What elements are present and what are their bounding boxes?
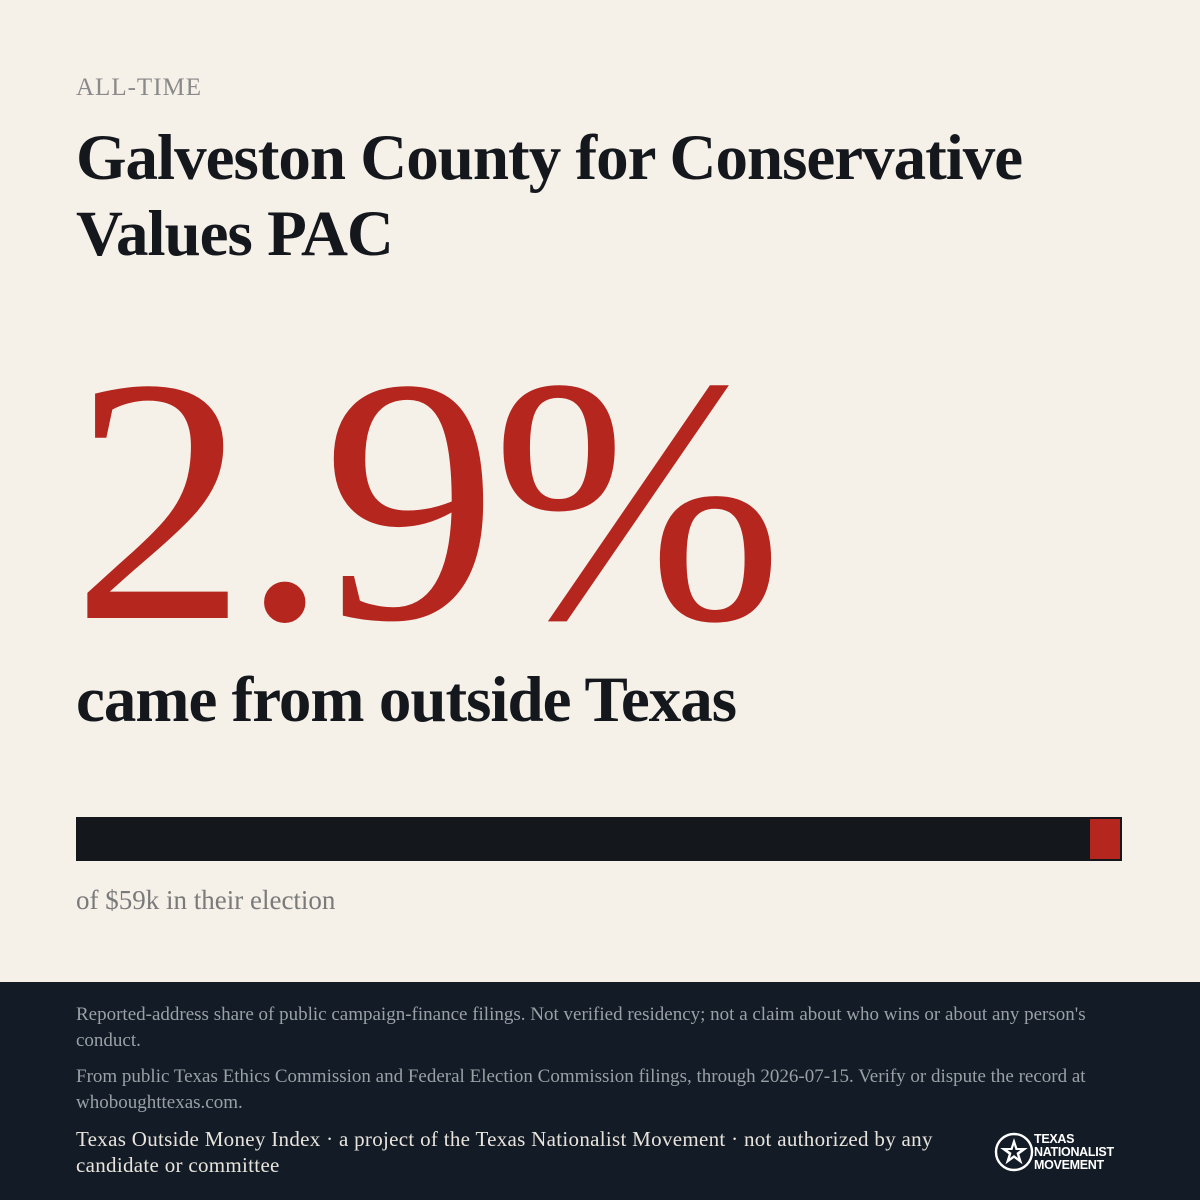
credit-text: Texas Outside Money Index · a project of… — [76, 1127, 933, 1177]
outside-share-value: 2.9% — [72, 306, 783, 694]
period-label: ALL-TIME — [76, 74, 203, 101]
logo-line-3: MOVEMENT — [1034, 1158, 1104, 1172]
source-text: From public Texas Ethics Commission and … — [76, 1066, 1086, 1113]
logo-wordmark: TEXAS NATIONALIST MOVEMENT — [1034, 1133, 1124, 1172]
outside-share-caption: came from outside Texas — [76, 664, 737, 736]
star-seal-icon — [994, 1132, 1034, 1172]
outside-share-fill — [1089, 819, 1120, 859]
committee-name: Galveston County for Conservative Values… — [76, 122, 1023, 270]
main-panel: ALL-TIME Galveston County for Conservati… — [72, 74, 1122, 915]
tnm-logo: TEXAS NATIONALIST MOVEMENT — [994, 1130, 1124, 1174]
footer: Reported-address share of public campaig… — [0, 982, 1200, 1200]
total-raised-caption: of $59k in their election — [76, 885, 336, 915]
share-bar — [76, 817, 1122, 861]
disclaimer-text: Reported-address share of public campaig… — [76, 1004, 1086, 1051]
logo-line-2: NATIONALIST — [1034, 1145, 1114, 1159]
logo-line-1: TEXAS — [1034, 1132, 1075, 1146]
